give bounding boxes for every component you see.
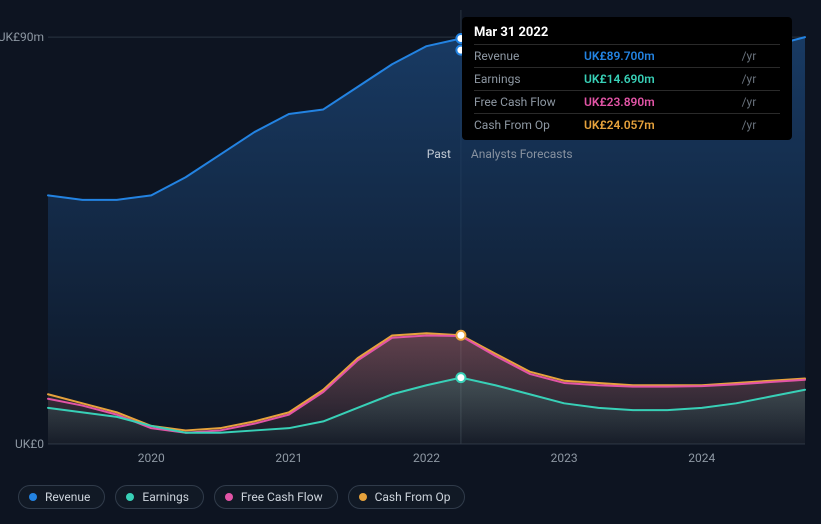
svg-text:Past: Past bbox=[427, 147, 451, 161]
tooltip-row: EarningsUK£14.690m/yr bbox=[474, 68, 780, 91]
legend-label: Revenue bbox=[45, 490, 90, 504]
tooltip-key: Earnings bbox=[474, 68, 584, 91]
svg-text:2021: 2021 bbox=[275, 451, 302, 465]
tooltip-key: Revenue bbox=[474, 45, 584, 68]
tooltip-key: Free Cash Flow bbox=[474, 91, 584, 114]
legend-label: Cash From Op bbox=[375, 490, 451, 504]
tooltip-unit: /yr bbox=[736, 91, 780, 114]
svg-text:2024: 2024 bbox=[688, 451, 715, 465]
svg-text:UK£0: UK£0 bbox=[15, 437, 44, 451]
tooltip-value: UK£89.700m bbox=[584, 45, 736, 68]
legend-label: Free Cash Flow bbox=[241, 490, 323, 504]
svg-text:2020: 2020 bbox=[138, 451, 165, 465]
legend-item-earnings[interactable]: Earnings bbox=[115, 485, 204, 509]
legend-swatch bbox=[126, 493, 134, 501]
tooltip-value: UK£14.690m bbox=[584, 68, 736, 91]
tooltip-table: RevenueUK£89.700m/yrEarningsUK£14.690m/y… bbox=[474, 44, 780, 136]
tooltip-row: RevenueUK£89.700m/yr bbox=[474, 45, 780, 68]
svg-text:2023: 2023 bbox=[551, 451, 578, 465]
svg-text:UK£90m: UK£90m bbox=[0, 30, 44, 44]
tooltip-key: Cash From Op bbox=[474, 114, 584, 137]
legend-label: Earnings bbox=[142, 490, 189, 504]
chart-tooltip: Mar 31 2022 RevenueUK£89.700m/yrEarnings… bbox=[462, 17, 792, 140]
tooltip-unit: /yr bbox=[736, 114, 780, 137]
svg-text:Analysts Forecasts: Analysts Forecasts bbox=[471, 147, 573, 161]
tooltip-row: Free Cash FlowUK£23.890m/yr bbox=[474, 91, 780, 114]
legend-swatch bbox=[29, 493, 37, 501]
chart-legend: Revenue Earnings Free Cash Flow Cash From O… bbox=[18, 485, 465, 509]
tooltip-value: UK£23.890m bbox=[584, 91, 736, 114]
svg-text:2022: 2022 bbox=[413, 451, 440, 465]
tooltip-row: Cash From OpUK£24.057m/yr bbox=[474, 114, 780, 137]
legend-swatch bbox=[225, 493, 233, 501]
legend-item-free_cash_flow[interactable]: Free Cash Flow bbox=[214, 485, 338, 509]
tooltip-title: Mar 31 2022 bbox=[474, 25, 780, 40]
legend-item-cash_from_op[interactable]: Cash From Op bbox=[348, 485, 466, 509]
tooltip-unit: /yr bbox=[736, 68, 780, 91]
tooltip-unit: /yr bbox=[736, 45, 780, 68]
financials-chart: UK£0 UK£90m Past Analysts Forecasts 2020 2021… bbox=[0, 0, 821, 524]
tooltip-value: UK£24.057m bbox=[584, 114, 736, 137]
legend-item-revenue[interactable]: Revenue bbox=[18, 485, 105, 509]
legend-swatch bbox=[359, 493, 367, 501]
